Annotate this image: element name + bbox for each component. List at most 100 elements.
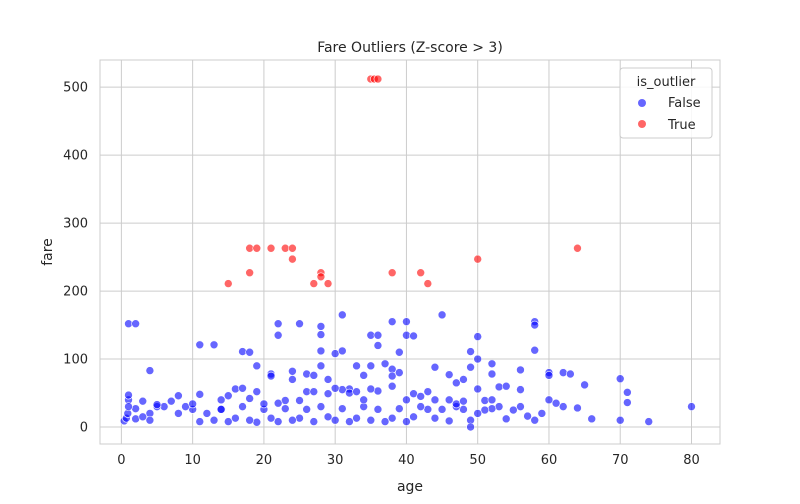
point-false — [159, 402, 169, 411]
point-false — [516, 385, 525, 394]
x-tick-labels: 0 10 20 30 40 50 60 70 80 — [117, 453, 700, 468]
point-false — [174, 391, 183, 401]
point-false — [366, 361, 376, 371]
point-false — [644, 417, 654, 426]
point-false — [245, 415, 254, 425]
point-false — [473, 332, 483, 341]
point-false — [295, 319, 304, 329]
point-true — [280, 243, 290, 253]
point-false — [487, 359, 497, 369]
point-false — [623, 388, 632, 397]
point-false — [273, 330, 283, 340]
point-false — [209, 340, 219, 350]
point-false — [501, 414, 511, 424]
point-false — [459, 396, 468, 406]
point-true — [252, 243, 262, 253]
point-false — [359, 395, 368, 405]
point-false — [245, 394, 254, 403]
point-false — [152, 400, 162, 409]
point-false — [516, 402, 525, 411]
point-false — [523, 411, 532, 421]
point-false — [551, 398, 561, 408]
point-false — [273, 319, 283, 329]
point-false — [402, 330, 411, 340]
point-false — [337, 404, 347, 413]
point-false — [480, 396, 490, 405]
point-false — [501, 381, 511, 391]
point-false — [530, 345, 540, 355]
point-false — [124, 402, 133, 411]
point-false — [423, 405, 433, 414]
point-false — [209, 415, 219, 425]
point-false — [295, 413, 304, 423]
point-false — [373, 341, 383, 350]
point-false — [181, 402, 190, 411]
point-false — [238, 402, 247, 411]
point-false — [302, 387, 311, 396]
point-false — [487, 369, 497, 379]
point-false — [309, 417, 319, 426]
point-false — [587, 414, 597, 424]
point-false — [466, 422, 475, 432]
point-true — [473, 254, 483, 264]
point-false — [494, 382, 504, 392]
point-false — [430, 395, 440, 405]
point-false — [252, 361, 262, 371]
point-false — [188, 399, 197, 409]
point-false — [366, 384, 376, 394]
point-false — [487, 404, 497, 413]
point-false — [266, 371, 276, 381]
legend-title: is_outlier — [637, 75, 696, 90]
point-false — [316, 402, 326, 411]
point-false — [195, 390, 205, 399]
point-false — [516, 365, 525, 375]
point-true — [573, 243, 582, 253]
x-tick-label: 50 — [469, 453, 486, 468]
point-false — [473, 409, 483, 418]
point-false — [352, 387, 361, 396]
point-false — [558, 402, 568, 411]
point-false — [309, 387, 319, 396]
point-true — [316, 272, 326, 282]
point-false — [402, 395, 411, 405]
point-false — [530, 320, 540, 330]
point-true — [223, 279, 233, 288]
point-false — [245, 347, 254, 357]
point-false — [444, 370, 454, 379]
legend-marker-false — [638, 99, 646, 107]
point-false — [252, 417, 262, 427]
point-false — [366, 330, 376, 340]
y-tick-label: 400 — [63, 149, 88, 164]
point-false — [288, 415, 297, 425]
legend-marker-true — [638, 120, 646, 128]
y-tick-label: 200 — [63, 285, 88, 300]
point-false — [566, 369, 575, 379]
y-tick-labels: 0 100 200 300 400 500 — [63, 81, 88, 436]
chart-title: Fare Outliers (Z-score > 3) — [317, 40, 503, 56]
point-false — [402, 317, 411, 326]
point-false — [195, 340, 205, 350]
point-false — [174, 409, 183, 418]
point-false — [387, 317, 397, 326]
point-false — [295, 396, 304, 405]
point-false — [373, 386, 383, 396]
y-tick-label: 0 — [80, 421, 88, 436]
point-false — [359, 371, 368, 380]
point-false — [273, 417, 283, 426]
point-false — [544, 371, 554, 380]
y-tick-label: 300 — [63, 217, 88, 232]
point-false — [466, 347, 475, 356]
point-false — [124, 390, 133, 400]
point-false — [131, 404, 140, 413]
point-false — [530, 415, 540, 425]
point-false — [259, 399, 269, 409]
point-false — [395, 368, 404, 377]
point-false — [573, 403, 582, 413]
point-false — [266, 413, 276, 423]
point-false — [615, 374, 625, 384]
point-false — [323, 375, 333, 384]
point-false — [195, 417, 205, 426]
point-false — [402, 417, 411, 426]
